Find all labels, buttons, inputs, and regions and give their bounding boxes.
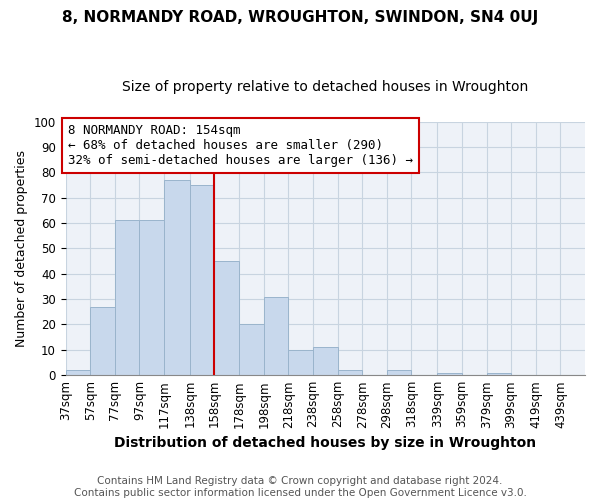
Bar [487, 372, 511, 375]
Y-axis label: Number of detached properties: Number of detached properties [15, 150, 28, 347]
Bar [190, 185, 214, 375]
X-axis label: Distribution of detached houses by size in Wroughton: Distribution of detached houses by size … [114, 436, 536, 450]
Bar [214, 261, 239, 375]
Bar [139, 220, 164, 375]
Text: 8, NORMANDY ROAD, WROUGHTON, SWINDON, SN4 0UJ: 8, NORMANDY ROAD, WROUGHTON, SWINDON, SN… [62, 10, 538, 25]
Bar [264, 296, 289, 375]
Title: Size of property relative to detached houses in Wroughton: Size of property relative to detached ho… [122, 80, 529, 94]
Text: 8 NORMANDY ROAD: 154sqm
← 68% of detached houses are smaller (290)
32% of semi-d: 8 NORMANDY ROAD: 154sqm ← 68% of detache… [68, 124, 413, 167]
Bar [387, 370, 412, 375]
Bar [338, 370, 362, 375]
Bar [164, 180, 190, 375]
Bar [313, 348, 338, 375]
Bar [65, 370, 90, 375]
Text: Contains HM Land Registry data © Crown copyright and database right 2024.
Contai: Contains HM Land Registry data © Crown c… [74, 476, 526, 498]
Bar [289, 350, 313, 375]
Bar [115, 220, 139, 375]
Bar [239, 324, 264, 375]
Bar [90, 306, 115, 375]
Bar [437, 372, 462, 375]
